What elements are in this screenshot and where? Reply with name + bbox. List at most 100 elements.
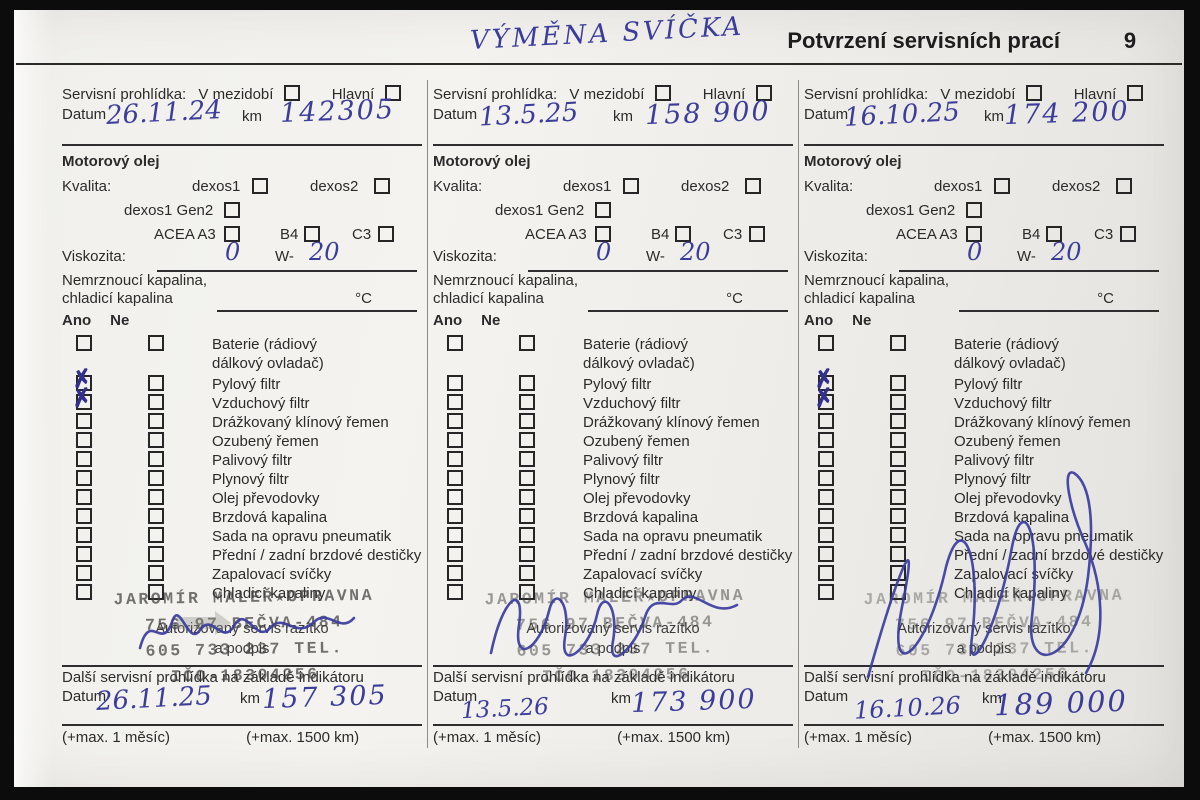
checkbox-ne[interactable] xyxy=(890,508,906,524)
checkbox-ne[interactable] xyxy=(519,508,535,524)
checkbox-ano[interactable] xyxy=(447,470,463,486)
checkbox-ne[interactable] xyxy=(148,413,164,429)
checkbox-ne[interactable] xyxy=(148,335,164,351)
checkbox-ne[interactable] xyxy=(890,546,906,562)
checkbox-ano[interactable] xyxy=(447,546,463,562)
checkbox-ano[interactable] xyxy=(818,413,834,429)
b4-checkbox[interactable] xyxy=(1046,226,1062,242)
checkbox-ne[interactable] xyxy=(148,394,164,410)
checkbox-ne[interactable] xyxy=(519,470,535,486)
checkbox-ano[interactable] xyxy=(818,451,834,467)
checkbox-ano[interactable] xyxy=(76,527,92,543)
checkbox-ano[interactable] xyxy=(76,489,92,505)
checkbox-ne[interactable] xyxy=(519,413,535,429)
main-checkbox[interactable] xyxy=(1126,85,1143,101)
checkbox-ne[interactable] xyxy=(519,584,535,600)
b4-checkbox[interactable] xyxy=(304,226,320,242)
checkbox-ano[interactable] xyxy=(818,565,834,581)
dexos1-gen2-checkbox[interactable] xyxy=(966,202,982,218)
checkbox-ne[interactable] xyxy=(148,432,164,448)
checkbox-ano[interactable] xyxy=(76,584,92,600)
dexos1-checkbox[interactable] xyxy=(252,178,268,194)
checkbox-ne[interactable] xyxy=(519,546,535,562)
checkbox-ano[interactable] xyxy=(818,508,834,524)
checkbox-ne[interactable] xyxy=(890,451,906,467)
checkbox-ne[interactable] xyxy=(890,470,906,486)
dexos1-checkbox[interactable] xyxy=(994,178,1010,194)
dexos1-checkbox[interactable] xyxy=(623,178,639,194)
checkbox-ano[interactable] xyxy=(76,565,92,581)
checkbox-ne[interactable] xyxy=(519,335,535,351)
checkbox-ano[interactable] xyxy=(76,546,92,562)
acea-a3-checkbox[interactable] xyxy=(224,226,240,242)
checkbox-ne[interactable] xyxy=(148,470,164,486)
checkbox-ne[interactable] xyxy=(890,394,906,410)
checkbox-ano[interactable] xyxy=(447,375,463,391)
interim-checkbox[interactable] xyxy=(1025,85,1042,101)
checkbox-ne[interactable] xyxy=(148,584,164,600)
interim-checkbox[interactable] xyxy=(283,85,300,101)
checkbox-ano[interactable] xyxy=(818,470,834,486)
checkbox-ne[interactable] xyxy=(519,489,535,505)
checkbox-ano[interactable] xyxy=(447,565,463,581)
checkbox-ano[interactable] xyxy=(447,394,463,410)
checkbox-ne[interactable] xyxy=(148,489,164,505)
checkbox-ne[interactable] xyxy=(890,413,906,429)
dexos1-gen2-checkbox[interactable] xyxy=(595,202,611,218)
checkbox-ne[interactable] xyxy=(890,432,906,448)
checkbox-ne[interactable] xyxy=(148,527,164,543)
checkbox-ne[interactable] xyxy=(890,527,906,543)
checkbox-ne[interactable] xyxy=(519,375,535,391)
checkbox-ne[interactable] xyxy=(148,451,164,467)
checkbox-ano[interactable] xyxy=(76,470,92,486)
c3-checkbox[interactable] xyxy=(378,226,394,242)
checkbox-ne[interactable] xyxy=(148,375,164,391)
checkbox-ne[interactable] xyxy=(890,489,906,505)
checkbox-ano[interactable] xyxy=(818,584,834,600)
acea-a3-checkbox[interactable] xyxy=(966,226,982,242)
checkbox-ne[interactable] xyxy=(519,527,535,543)
main-checkbox[interactable] xyxy=(755,85,772,101)
b4-checkbox[interactable] xyxy=(675,226,691,242)
checkbox-ano[interactable] xyxy=(818,432,834,448)
checkbox-ne[interactable] xyxy=(890,375,906,391)
checkbox-ne[interactable] xyxy=(890,565,906,581)
main-checkbox[interactable] xyxy=(384,85,401,101)
checkbox-ano[interactable] xyxy=(76,335,92,351)
checkbox-ne[interactable] xyxy=(890,335,906,351)
checkbox-ano[interactable] xyxy=(818,335,834,351)
checkbox-ne[interactable] xyxy=(890,584,906,600)
dexos1-gen2-checkbox[interactable] xyxy=(224,202,240,218)
checkbox-ne[interactable] xyxy=(148,508,164,524)
checkbox-ano[interactable] xyxy=(447,489,463,505)
checkbox-ano[interactable]: ✗ xyxy=(70,383,94,413)
checkbox-ano[interactable]: ✗ xyxy=(812,383,836,413)
checkbox-ne[interactable] xyxy=(519,451,535,467)
checkbox-ne[interactable] xyxy=(519,432,535,448)
checkbox-ne[interactable] xyxy=(148,546,164,562)
dexos2-checkbox[interactable] xyxy=(374,178,390,194)
checkbox-ano[interactable] xyxy=(447,508,463,524)
dexos2-checkbox[interactable] xyxy=(1116,178,1132,194)
checkbox-ano[interactable] xyxy=(76,432,92,448)
checkbox-ano[interactable] xyxy=(76,508,92,524)
checkbox-ano[interactable] xyxy=(76,451,92,467)
c3-checkbox[interactable] xyxy=(749,226,765,242)
checkbox-ano[interactable] xyxy=(818,546,834,562)
dexos2-checkbox[interactable] xyxy=(745,178,761,194)
checkbox-ano[interactable]: ✗ xyxy=(70,364,94,394)
checkbox-ne[interactable] xyxy=(519,394,535,410)
checkbox-ano[interactable] xyxy=(818,527,834,543)
acea-a3-checkbox[interactable] xyxy=(595,226,611,242)
interim-checkbox[interactable] xyxy=(654,85,671,101)
checkbox-ano[interactable] xyxy=(447,451,463,467)
checkbox-ano[interactable] xyxy=(818,489,834,505)
c3-checkbox[interactable] xyxy=(1120,226,1136,242)
checkbox-ano[interactable] xyxy=(447,527,463,543)
checkbox-ano[interactable] xyxy=(447,335,463,351)
checkbox-ano[interactable] xyxy=(447,584,463,600)
checkbox-ano[interactable] xyxy=(447,413,463,429)
checkbox-ano[interactable] xyxy=(447,432,463,448)
checkbox-ne[interactable] xyxy=(519,565,535,581)
checkbox-ne[interactable] xyxy=(148,565,164,581)
